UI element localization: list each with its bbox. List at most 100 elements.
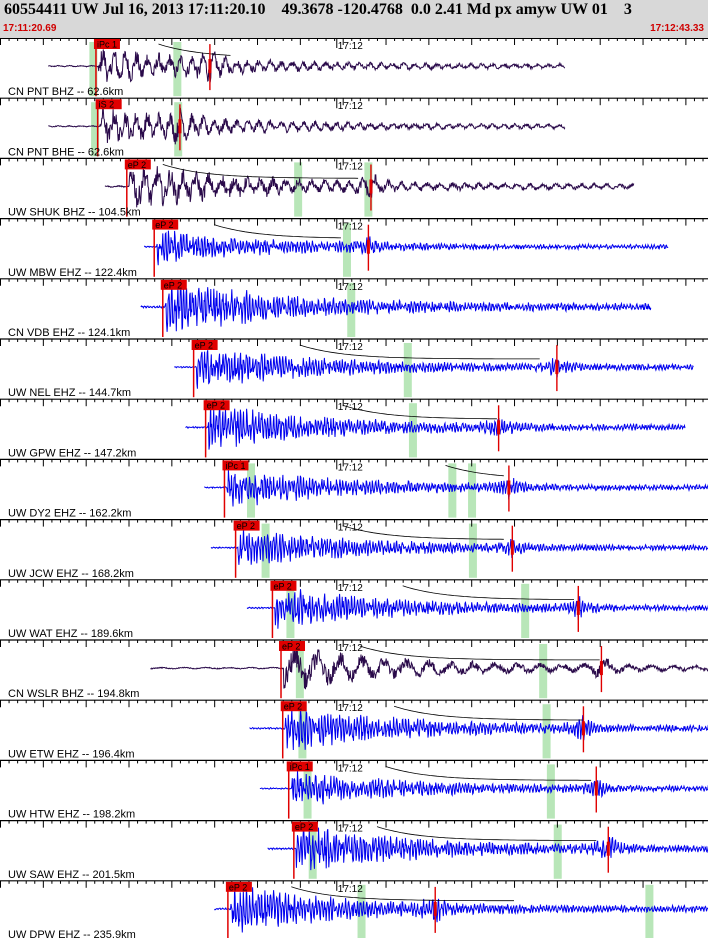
pick-label-box[interactable]	[280, 701, 307, 712]
s-marker-mark	[606, 841, 610, 856]
coda-decay-curve	[299, 344, 540, 360]
coda-decay-curve	[385, 766, 592, 781]
window-band	[553, 824, 562, 879]
waveform-trace	[204, 469, 708, 507]
waveform-trace	[143, 230, 669, 266]
event-title: 60554411 UW Jul 16, 2013 17:11:20.10 49.…	[4, 1, 632, 18]
minute-label: 17:12	[338, 41, 363, 52]
pick-label-box[interactable]	[291, 821, 318, 832]
seismogram-plot: 17:12 iPc 1 CN PNT BHZ -- 62.6km 17:12 iS 2 C…	[0, 38, 708, 938]
waveform-trace	[47, 49, 566, 83]
pick-label-box[interactable]	[124, 159, 151, 170]
window-band	[91, 102, 100, 157]
pick-label-box[interactable]	[270, 580, 297, 591]
pick-label-box[interactable]	[279, 641, 306, 651]
coda-decay-curve	[342, 404, 497, 420]
window-band	[308, 824, 317, 879]
s-marker-mark	[599, 661, 603, 676]
pick-label: eP 2	[128, 160, 146, 170]
pick-label-box[interactable]	[93, 39, 120, 49]
s-marker-mark	[208, 59, 212, 74]
window-band	[295, 644, 304, 699]
minute-label: 17:12	[338, 161, 363, 172]
pick-label: eP 2	[295, 822, 313, 832]
pick-label: eP 2	[164, 280, 182, 290]
coda-decay-curve	[359, 645, 600, 661]
coda-decay-curve	[291, 886, 514, 902]
station-label: CN VDB EHZ -- 124.1km	[8, 327, 130, 339]
s-marker-mark	[594, 781, 598, 796]
pick-label-box[interactable]	[203, 400, 230, 411]
waveform-trace	[210, 527, 708, 565]
minute-label: 17:12	[338, 101, 363, 112]
pick-label: eP 2	[155, 220, 173, 230]
pick-label: eP 2	[273, 581, 291, 591]
s-marker-mark	[576, 600, 580, 615]
trace-panel: 17:12 eP 2 UW ETW EHZ -- 196.4km	[0, 699, 708, 760]
trace-panel: 17:12 iS 2 CN PNT BHE -- 62.6km	[0, 97, 708, 158]
pick-label: eP 2	[284, 702, 302, 712]
station-label: UW DPW EHZ -- 235.9km	[8, 929, 136, 938]
waveform-trace	[267, 823, 708, 871]
window-band	[468, 463, 477, 518]
coda-decay-curve	[162, 164, 359, 179]
trace-panel: 17:12 iPc 1 CN PNT BHZ -- 62.6km	[0, 38, 708, 98]
pick-label: iPc 1	[290, 762, 310, 772]
window-band	[364, 162, 373, 217]
pick-label-box[interactable]	[233, 520, 260, 531]
pick-label-box[interactable]	[225, 881, 252, 892]
minute-label: 17:12	[338, 703, 363, 714]
minute-label: 17:12	[338, 643, 363, 654]
pick-label: eP 2	[282, 642, 300, 652]
s-marker-mark	[510, 540, 514, 555]
waveform-trace	[249, 706, 708, 751]
window-band	[408, 403, 417, 458]
minute-label: 17:12	[338, 222, 363, 233]
coda-decay-curve	[445, 465, 504, 477]
s-marker-mark	[581, 721, 585, 736]
trace-panel: 17:12 eP 2 CN WSLR BHZ -- 194.8km	[0, 639, 708, 700]
trace-panel: 17:12 iPc 1 UW DY2 EHZ -- 162.2km	[0, 458, 708, 520]
pick-label: iPc 1	[225, 461, 245, 471]
minute-label: 17:12	[338, 462, 363, 473]
station-label: UW DY2 EHZ -- 162.2km	[8, 508, 131, 520]
trace-panel: 17:12 eP 2 UW MBW EHZ -- 122.4km	[0, 218, 708, 279]
minute-label: 17:12	[338, 884, 363, 895]
window-band	[645, 884, 654, 938]
window-band	[539, 644, 548, 699]
station-label: UW JCW EHZ -- 168.2km	[8, 568, 134, 580]
s-marker-mark	[366, 239, 370, 254]
trace-panel: 17:12 eP 2 UW SHUK BHZ -- 104.5km	[0, 157, 708, 219]
pick-label-box[interactable]	[191, 340, 218, 350]
station-label: UW MBW EHZ -- 122.4km	[8, 267, 137, 279]
minute-label: 17:12	[338, 763, 363, 774]
coda-decay-curve	[158, 43, 231, 56]
coda-decay-curve	[376, 826, 597, 841]
waveform-trace	[140, 281, 652, 332]
pick-label: eP 2	[237, 521, 255, 531]
station-label: UW NEL EHZ -- 144.7km	[8, 387, 131, 399]
pick-label-box[interactable]	[286, 761, 313, 772]
window-band	[521, 583, 530, 638]
coda-decay-curve	[393, 705, 583, 721]
coda-decay-curve	[342, 525, 504, 540]
pick-label-box[interactable]	[95, 99, 122, 110]
waveform-trace	[150, 645, 708, 690]
pick-label: eP 2	[195, 341, 213, 351]
minute-label: 17:12	[338, 342, 363, 353]
waveform-trace	[214, 886, 708, 933]
pick-label-box[interactable]	[222, 460, 249, 471]
pick-label: iS 2	[99, 100, 115, 110]
station-label: UW HTW EHZ -- 198.2km	[8, 809, 135, 821]
station-label: CN PNT BHE -- 62.6km	[8, 146, 124, 158]
minute-label: 17:12	[338, 583, 363, 594]
window-band	[89, 42, 98, 97]
pick-label-box[interactable]	[160, 279, 187, 290]
waveform-trace	[259, 770, 708, 805]
trace-panel: 17:12 iPc 1 UW HTW EHZ -- 198.2km	[0, 759, 708, 821]
coda-decay-curve	[402, 585, 574, 600]
minute-label: 17:12	[338, 282, 363, 293]
pick-label-box[interactable]	[152, 219, 179, 230]
